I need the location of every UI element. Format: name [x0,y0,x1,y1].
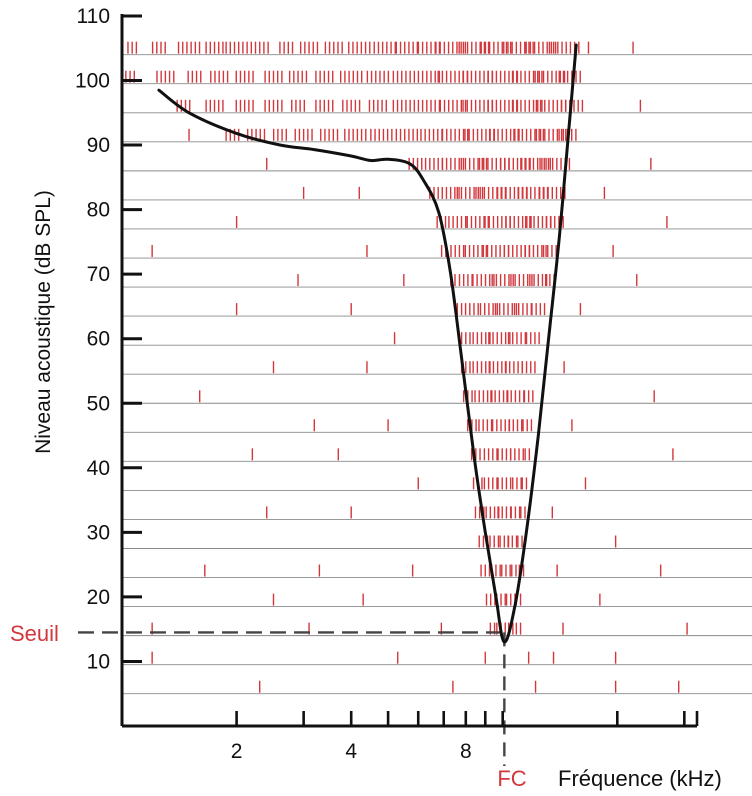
threshold-guides [78,631,506,766]
y-tick-label: 70 [87,263,110,286]
tuning-curve-line [157,43,578,644]
x-tick-label: 2 [231,740,243,763]
cf-label: FC [497,766,526,791]
axes: 10 20 30 40 50 60 70 80 90 100 110 2 4 8 [75,5,699,763]
threshold-label: Seuil [10,621,59,646]
y-tick-label: 90 [87,134,110,157]
x-axis-ticks: 2 4 8 [231,711,699,763]
spike-raster [125,41,688,693]
y-tick-label: 60 [87,328,110,351]
y-tick-label: 40 [87,457,110,480]
y-tick-label: 20 [87,586,110,609]
y-tick-label: 80 [87,199,110,222]
trial-row-lines [122,54,752,695]
y-axis-label: Niveau acoustique (dB SPL) [32,190,55,454]
x-tick-label: 8 [460,740,472,763]
y-tick-label: 50 [87,392,110,415]
y-tick-label: 100 [75,70,110,93]
y-axis-ticks: 10 20 30 40 50 60 70 80 90 100 110 [75,5,142,673]
x-axis-label: Fréquence (kHz) [558,766,722,791]
y-tick-label: 30 [87,521,110,544]
y-tick-label: 10 [87,650,110,673]
y-tick-label: 110 [77,5,110,28]
x-tick-label: 4 [345,740,357,763]
